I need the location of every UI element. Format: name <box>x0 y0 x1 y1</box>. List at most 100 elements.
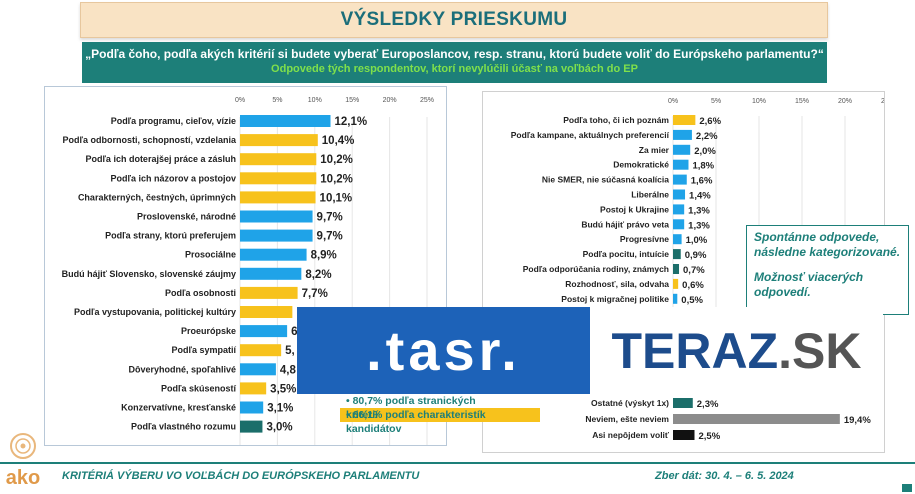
tick-label: 15% <box>795 98 809 105</box>
category-label: Postoj k Ukrajine <box>600 204 669 214</box>
category-label: Konzervatívne, kresťanské <box>121 403 236 413</box>
bar <box>673 414 840 424</box>
value-label: 7,7% <box>302 288 328 300</box>
note-box: Spontánne odpovede, následne kategorizov… <box>746 225 909 315</box>
bar <box>240 363 276 376</box>
bar <box>673 204 685 215</box>
tick-label: 25% <box>420 97 434 104</box>
category-label: Ostatné (výskyt 1x) <box>591 398 669 408</box>
category-label: Postoj k migračnej politike <box>561 294 669 304</box>
category-label: Progresívne <box>620 234 669 244</box>
footer-divider <box>0 462 915 464</box>
bar <box>240 115 331 127</box>
value-label: 3,5% <box>270 383 296 395</box>
left-chart-panel: 0% 5% 10% 15% 20% 25% Podľa programu, cieľov, … <box>44 86 447 446</box>
value-label: 8,9% <box>311 250 337 262</box>
category-label: Neviem, ešte neviem <box>585 414 669 424</box>
category-label: Liberálne <box>631 190 669 200</box>
category-label: Demokratické <box>613 160 669 170</box>
value-label: 1,4% <box>689 191 711 202</box>
bar <box>240 344 282 357</box>
corner-marker <box>902 484 912 492</box>
teraz-logo-main: TERAZ <box>611 322 779 379</box>
bar <box>673 264 680 274</box>
note-line-1: Spontánne odpovede, následne kategorizov… <box>754 230 901 259</box>
bar <box>673 174 687 185</box>
ako-logo: ako <box>6 433 40 489</box>
subtitle-text: Odpovede tých respondentov, ktorí nevylú… <box>271 63 638 75</box>
bar <box>240 401 264 414</box>
value-label: 2,6% <box>699 116 721 127</box>
value-label: 10,2% <box>320 173 353 185</box>
category-label: Podľa ich doterajšej práce a zásluh <box>85 154 236 164</box>
tick-label: 0% <box>235 97 245 104</box>
tick-label: 25% <box>881 98 884 105</box>
category-label: Podľa toho, či ich poznám <box>563 115 669 125</box>
value-label: 0,5% <box>681 295 703 306</box>
bar <box>240 134 318 147</box>
tick-label: 10% <box>308 97 322 104</box>
bar <box>240 172 317 185</box>
tick-label: 10% <box>752 98 766 105</box>
note-line-2: Možnosť viacerých odpovedí. <box>754 270 864 299</box>
category-label: Podľa pocitu, intuície <box>583 249 670 259</box>
category-label: Charakterných, čestných, úprimných <box>78 192 236 202</box>
value-label: 3,0% <box>266 422 292 434</box>
tasr-watermark: .tasr. <box>297 307 590 394</box>
value-label: 1,3% <box>688 220 710 231</box>
tick-label: 20% <box>838 98 852 105</box>
tick-label: 20% <box>383 97 397 104</box>
bar <box>673 144 691 155</box>
category-label: Podľa sympatií <box>172 345 237 355</box>
bar <box>673 293 678 304</box>
value-label: 1,0% <box>686 235 708 246</box>
value-label: 10,4% <box>322 135 355 147</box>
teraz-watermark: TERAZ.SK <box>590 307 883 394</box>
summary-party: • 80,7% podľa stranických kritérií <box>340 394 505 421</box>
value-label: 0,7% <box>683 265 705 276</box>
bar <box>240 420 263 433</box>
teraz-logo-domain: .SK <box>778 322 862 379</box>
category-label: Budú hájiť právo veta <box>581 219 669 229</box>
value-label: 10,2% <box>320 154 353 166</box>
bar <box>673 249 681 260</box>
footer-date: Zber dát: 30. 4. – 6. 5. 2024 <box>655 470 794 482</box>
bar <box>673 115 696 125</box>
value-label: 3,1% <box>267 403 293 415</box>
bar <box>673 430 695 440</box>
value-label: 12,1% <box>335 116 368 128</box>
bar <box>673 129 692 140</box>
value-label: 10,1% <box>320 192 353 204</box>
bar <box>673 278 679 289</box>
bar <box>673 219 685 230</box>
bar <box>240 248 307 261</box>
category-label: Proeurópske <box>181 326 236 336</box>
value-label: 4,8 <box>280 364 297 376</box>
category-label: Dôveryhodné, spoľahlivé <box>129 364 237 374</box>
bar <box>673 159 689 170</box>
page-title: VÝSLEDKY PRIESKUMU <box>340 9 568 30</box>
category-label: Podľa odbornosti, schopností, vzdelania <box>63 135 237 145</box>
value-label: 0,9% <box>685 250 707 261</box>
category-label: Podľa kampane, aktuálnych preferencií <box>511 130 670 140</box>
bar <box>240 267 302 280</box>
value-label: 0,6% <box>682 280 704 291</box>
bar <box>673 398 693 408</box>
value-label: 6 <box>291 326 297 338</box>
value-label: 8,2% <box>305 269 331 281</box>
tick-label: 0% <box>668 98 678 105</box>
category-label: Asi nepôjdem voliť <box>592 430 670 440</box>
category-label: Prosociálne <box>185 250 236 260</box>
category-label: Rozhodnosť, sila, odvaha <box>565 279 669 289</box>
bar <box>673 189 686 200</box>
category-label: Podľa skúseností <box>161 383 236 393</box>
value-label: 9,7% <box>317 212 343 224</box>
bar <box>240 286 298 299</box>
left-bar-chart: 0% 5% 10% 15% 20% 25% Podľa programu, cieľov, … <box>62 97 434 446</box>
category-label: Podľa ich názorov a postojov <box>111 173 237 183</box>
bar <box>240 325 288 338</box>
value-label: 2,3% <box>697 399 719 410</box>
bar <box>673 234 682 245</box>
category-label: Proslovenské, národné <box>137 212 236 222</box>
bar <box>240 210 313 223</box>
